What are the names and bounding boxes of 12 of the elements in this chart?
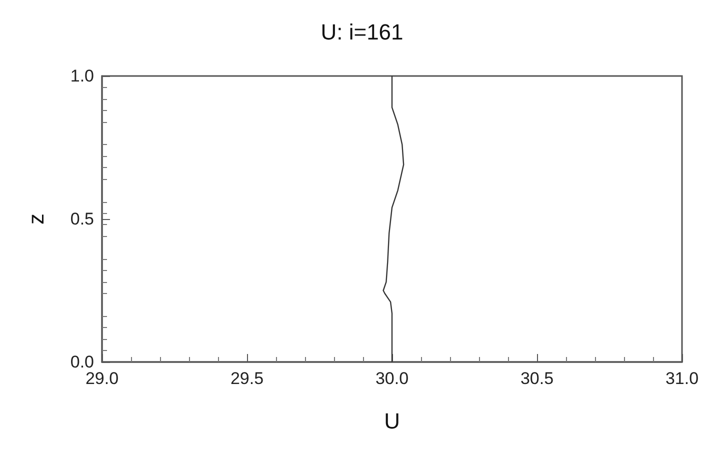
x-tick-label: 30.5: [520, 369, 554, 388]
x-tick-label: 29.0: [85, 369, 119, 388]
y-tick-label: 0.5: [70, 210, 94, 228]
y-axis-title: z: [24, 214, 48, 224]
line-series: [382, 75, 404, 363]
y-tick-label: 0.0: [70, 352, 94, 372]
chart-title: U: i=161: [320, 20, 404, 44]
y-tick-label: 1.0: [70, 66, 94, 86]
x-tick-label: 30.0: [375, 369, 409, 388]
x-tick-label: 29.5: [230, 369, 264, 388]
x-tick-label: 31.0: [665, 369, 699, 388]
x-axis-title: U: [384, 408, 400, 434]
